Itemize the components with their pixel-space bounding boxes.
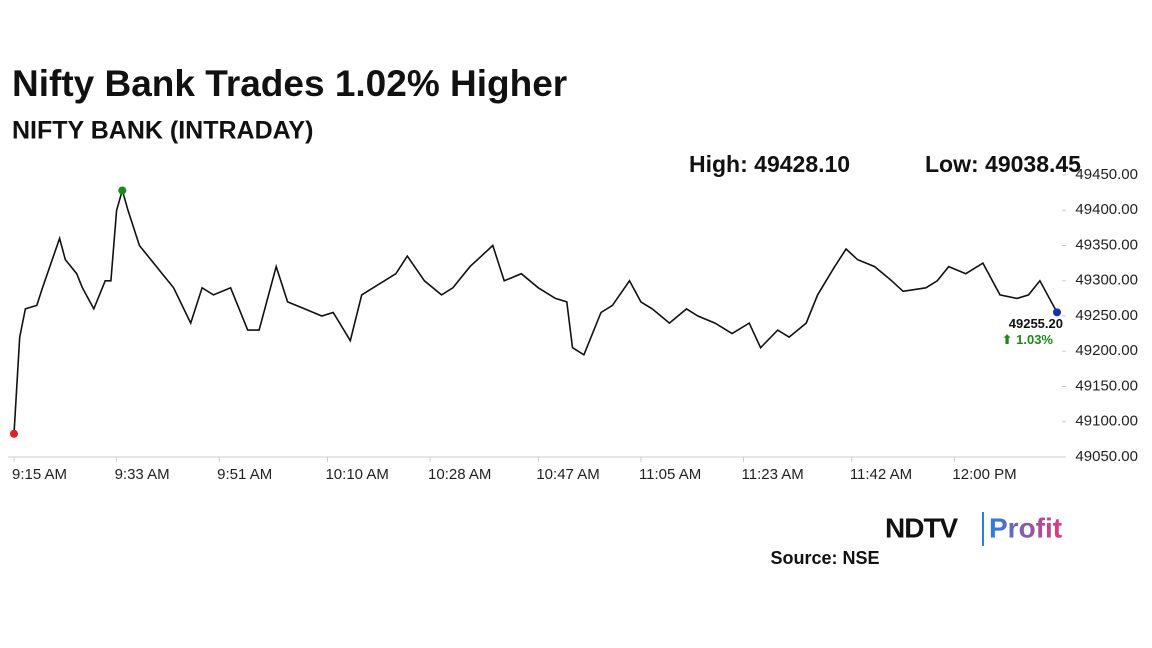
chart-subtitle: NIFTY BANK (INTRADAY) bbox=[12, 117, 313, 145]
x-tick-label: 9:51 AM bbox=[217, 466, 272, 483]
y-tick-label: 49300.00 bbox=[1075, 272, 1138, 289]
x-tick-label: 11:42 AM bbox=[850, 466, 912, 483]
y-tick-label: 49400.00 bbox=[1075, 201, 1138, 218]
x-tick-label: 11:05 AM bbox=[639, 466, 701, 483]
brand-name: NDTV bbox=[885, 512, 959, 543]
brand-suffix: Profit bbox=[989, 512, 1062, 543]
high-marker bbox=[118, 186, 127, 195]
y-tick-label: 49350.00 bbox=[1075, 236, 1138, 253]
x-tick-label: 10:28 AM bbox=[428, 466, 491, 483]
x-tick-label: 12:00 PM bbox=[952, 466, 1016, 483]
y-tick-label: 49150.00 bbox=[1075, 377, 1138, 394]
y-tick-label: 49250.00 bbox=[1075, 307, 1138, 324]
y-tick-label: 49050.00 bbox=[1075, 448, 1138, 465]
y-tick-label: 49200.00 bbox=[1075, 342, 1138, 359]
price-line bbox=[13, 187, 1058, 434]
change-label: ⬆ 1.03% bbox=[1002, 332, 1054, 347]
x-tick-label: 11:23 AM bbox=[742, 466, 804, 483]
low-text: Low: 49038.45 bbox=[925, 151, 1081, 177]
low-marker bbox=[10, 429, 18, 438]
x-tick-label: 10:47 AM bbox=[536, 466, 599, 483]
last-marker bbox=[1053, 308, 1061, 317]
y-tick-label: 49450.00 bbox=[1075, 166, 1138, 183]
x-tick-label: 9:15 AM bbox=[12, 466, 67, 483]
chart-title: Nifty Bank Trades 1.02% Higher bbox=[12, 63, 567, 104]
source: Source: NSE bbox=[770, 548, 879, 568]
brand-divider bbox=[982, 512, 984, 546]
x-tick-label: 9:33 AM bbox=[115, 466, 170, 483]
y-tick-label: 49100.00 bbox=[1075, 413, 1138, 430]
end-label: 49255.20 bbox=[1009, 316, 1063, 331]
high-text: High: 49428.10 bbox=[689, 151, 850, 177]
x-tick-label: 10:10 AM bbox=[325, 466, 388, 483]
